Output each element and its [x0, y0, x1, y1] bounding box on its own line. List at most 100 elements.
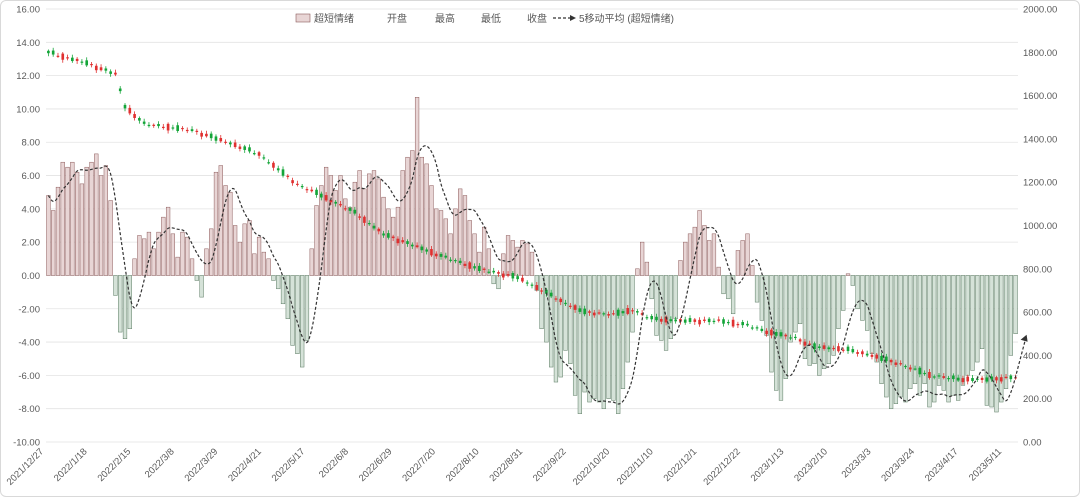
candle-body	[741, 322, 744, 326]
emotion-bar	[242, 223, 247, 276]
candle-body	[363, 216, 366, 223]
candle-body	[961, 378, 965, 383]
candle-body	[621, 311, 625, 314]
right-axis-tick-label: 400.00	[1023, 351, 1052, 362]
emotion-bar	[458, 188, 463, 276]
candle-body	[650, 315, 654, 320]
candle-body	[985, 377, 989, 382]
candle-body	[233, 142, 237, 148]
candle-body	[827, 347, 831, 350]
emotion-bar	[261, 251, 266, 276]
emotion-bar	[453, 208, 458, 276]
candle-body	[564, 302, 567, 305]
emotion-bar	[577, 275, 582, 414]
x-axis-tick-label: 2022/7/20	[400, 446, 438, 484]
candle-body	[410, 244, 414, 247]
candle-body	[1004, 376, 1008, 379]
candle-body	[463, 263, 467, 266]
emotion-bar	[707, 240, 712, 276]
candle-body	[118, 88, 122, 92]
candle-body	[90, 63, 93, 66]
candle-body	[286, 175, 290, 178]
emotion-bar	[845, 273, 851, 276]
candle-body	[166, 123, 170, 131]
candle-body	[209, 133, 213, 139]
candle-body	[142, 121, 146, 124]
emotion-bar	[941, 275, 946, 391]
candle-body	[458, 260, 462, 264]
emotion-bar	[333, 190, 338, 276]
emotion-bar	[927, 275, 932, 408]
legend-label: 最高	[435, 12, 455, 25]
emotion-bar	[209, 228, 214, 276]
emotion-bar	[836, 275, 841, 330]
emotion-bar	[865, 275, 870, 331]
candle-body	[229, 142, 232, 145]
emotion-bar	[903, 275, 908, 403]
left-axis-tick-label: 8.00	[22, 138, 41, 149]
candle-body	[1014, 377, 1017, 379]
candle-body	[434, 253, 438, 257]
left-axis-tick-label: -2.00	[18, 304, 40, 315]
emotion-bar	[156, 231, 161, 276]
candle-body	[387, 233, 390, 238]
emotion-bar	[75, 171, 80, 276]
candle-body	[573, 305, 577, 310]
emotion-bar	[113, 275, 118, 296]
emotion-bar	[462, 195, 468, 276]
emotion-bar	[122, 275, 128, 339]
emotion-bar	[180, 231, 185, 276]
emotion-bar	[472, 233, 477, 276]
candle-body	[851, 349, 855, 353]
emotion-bar	[917, 275, 922, 396]
candle-body	[94, 65, 98, 71]
candle-body	[597, 312, 601, 314]
legend-label: 最低	[481, 12, 501, 25]
emotion-bar	[850, 275, 855, 286]
emotion-bar	[606, 275, 611, 399]
legend-label: 开盘	[387, 12, 407, 25]
emotion-bar	[687, 233, 693, 276]
candle-body	[822, 345, 826, 349]
candle-body	[980, 377, 984, 380]
emotion-bar	[994, 275, 999, 413]
emotion-bar	[89, 161, 94, 276]
candle-body	[956, 377, 960, 381]
candle-body	[952, 375, 955, 380]
candle-body	[578, 308, 582, 312]
emotion-bar	[103, 165, 108, 276]
right-axis-tick-label: 1400.00	[1023, 134, 1057, 145]
candle-body	[856, 352, 859, 354]
emotion-bar	[620, 275, 626, 389]
candle-body	[449, 259, 452, 261]
emotion-bar	[721, 275, 726, 295]
candle-body	[559, 298, 563, 303]
emotion-bar	[443, 218, 448, 276]
candle-body	[147, 124, 151, 127]
candle-body	[138, 118, 141, 121]
candle-body	[320, 193, 323, 198]
emotion-bar	[611, 275, 616, 401]
emotion-bar	[946, 275, 951, 403]
emotion-bar	[98, 175, 104, 276]
candle-body	[913, 368, 917, 370]
legend-label: 5移动平均 (超短情绪)	[579, 12, 674, 25]
emotion-bar	[343, 198, 348, 276]
candle-body	[889, 359, 893, 363]
candle-body	[755, 327, 759, 329]
candle-body	[401, 240, 405, 243]
emotion-bar	[716, 266, 721, 276]
emotion-bar	[199, 275, 204, 298]
x-axis-tick-label: 2022/6/29	[357, 446, 395, 484]
candle-body	[659, 318, 663, 322]
candle-body	[382, 233, 385, 236]
emotion-bar	[1003, 275, 1009, 389]
emotion-bar	[405, 156, 410, 276]
emotion-bar	[601, 275, 606, 409]
candle-body	[645, 317, 649, 319]
emotion-bar	[328, 175, 334, 276]
x-axis-tick-label: 2022/6/8	[317, 446, 351, 480]
emotion-bar	[70, 161, 75, 276]
emotion-bar	[582, 275, 587, 393]
